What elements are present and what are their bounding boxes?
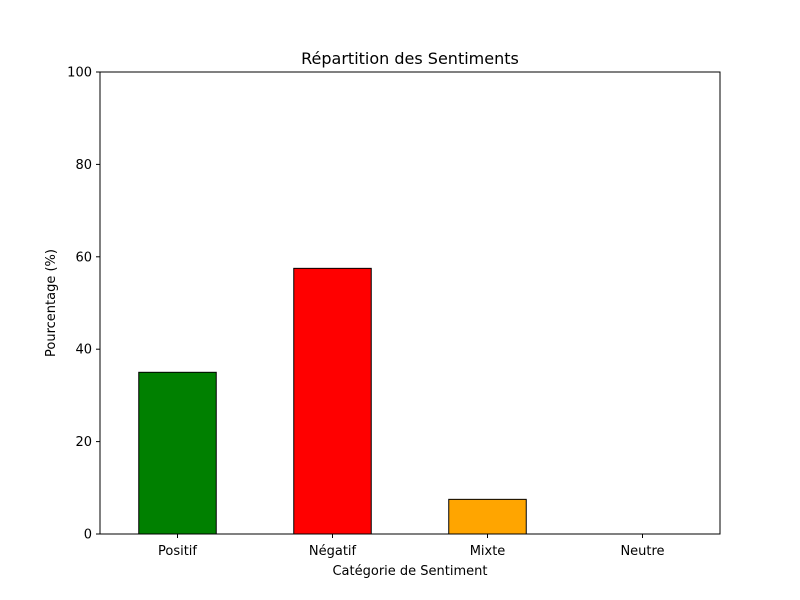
bar-positif	[138, 371, 217, 535]
bar-mixte	[448, 498, 527, 535]
x-tick-label: Négatif	[309, 544, 357, 559]
y-tick-label: 60	[75, 250, 92, 265]
x-tick-label: Positif	[158, 544, 197, 559]
plot-frame	[99, 71, 721, 535]
x-tick-label: Neutre	[620, 544, 664, 559]
y-tick-label: 100	[67, 66, 92, 81]
x-axis: Positif Négatif Mixte Neutre	[158, 534, 665, 559]
x-tick-label: Mixte	[470, 544, 506, 559]
y-axis: 0 20 40 60 80 100	[67, 66, 100, 543]
y-axis-label: Pourcentage (%)	[44, 249, 59, 357]
bars-group	[138, 267, 527, 535]
y-tick-label: 0	[84, 528, 92, 543]
y-tick-label: 80	[75, 158, 92, 173]
x-axis-label: Catégorie de Sentiment	[332, 564, 487, 579]
y-tick-label: 40	[75, 343, 92, 358]
bar-negatif	[293, 267, 372, 535]
chart-title: Répartition des Sentiments	[301, 49, 519, 68]
y-tick-label: 20	[75, 435, 92, 450]
